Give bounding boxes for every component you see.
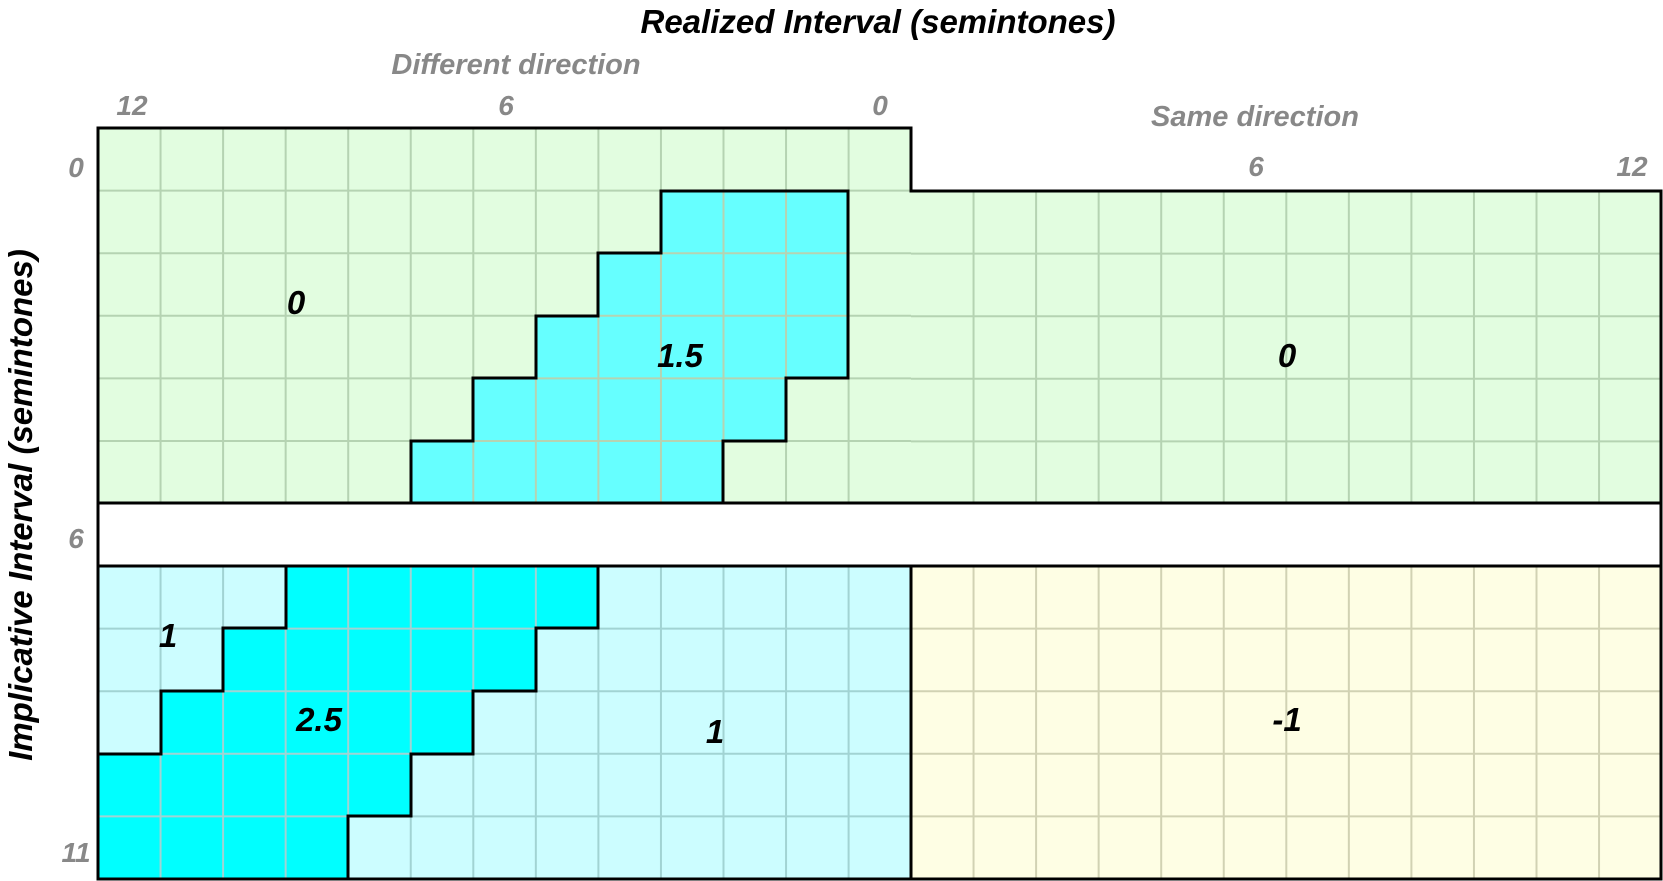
row-tick-0: 0 bbox=[68, 152, 84, 183]
top-staircase-outline bbox=[409, 189, 850, 505]
top-cyan-staircase bbox=[411, 191, 848, 503]
bottom-staircase-outline bbox=[96, 564, 600, 881]
row-tick-11: 11 bbox=[61, 837, 90, 868]
col-tick-12-left: 12 bbox=[116, 90, 148, 121]
bottom-block-outline bbox=[96, 564, 1663, 881]
region-value-bottom-yellow: -1 bbox=[1272, 701, 1301, 738]
col-tick-6-left: 6 bbox=[498, 90, 514, 121]
same-direction-label: Same direction bbox=[1151, 101, 1359, 133]
region-value-bottom-light-right: 1 bbox=[706, 713, 724, 750]
region-value-bottom-light-left: 1 bbox=[159, 617, 177, 654]
region-value-top-right: 0 bbox=[1278, 337, 1297, 374]
grid-lines bbox=[98, 128, 1661, 879]
col-tick-12-right: 12 bbox=[1616, 151, 1648, 182]
col-tick-0: 0 bbox=[872, 90, 888, 121]
region-value-bottom-cyan: 2.5 bbox=[295, 701, 343, 738]
region-value-top-cyan: 1.5 bbox=[657, 337, 704, 374]
different-direction-label: Different direction bbox=[391, 49, 640, 81]
y-axis-label: Implicative Interval (semintones) bbox=[2, 249, 39, 761]
row-tick-6: 6 bbox=[68, 523, 84, 554]
gap-row-outline bbox=[96, 501, 1663, 568]
col-tick-6-right: 6 bbox=[1248, 151, 1264, 182]
chart-title: Realized Interval (semintones) bbox=[641, 3, 1116, 40]
region-value-top-left: 0 bbox=[287, 284, 306, 321]
